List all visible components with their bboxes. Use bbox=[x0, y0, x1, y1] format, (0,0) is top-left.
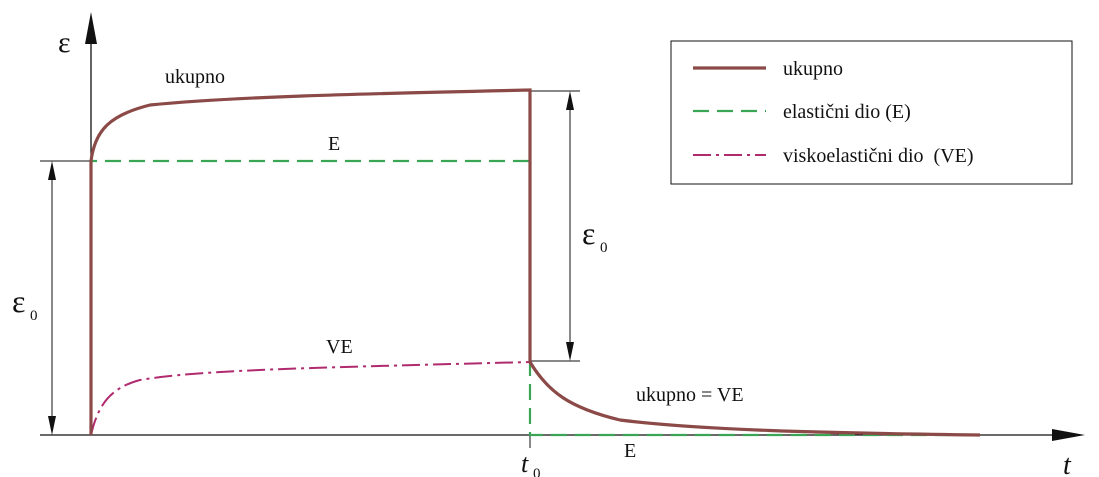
legend-item-total: ukupno bbox=[693, 58, 843, 80]
left-dimension-arrow-down bbox=[48, 416, 56, 435]
right-dimension-symbol: ε bbox=[582, 215, 595, 251]
right-dimension: ε 0 bbox=[530, 90, 608, 362]
total-path-creep bbox=[89, 88, 532, 435]
legend-label-elastic: elastični dio (E) bbox=[783, 101, 911, 123]
label-viscoelastic: VE bbox=[326, 336, 353, 358]
right-dimension-arrow-up bbox=[566, 91, 574, 110]
t0-sub: 0 bbox=[533, 466, 541, 477]
y-axis-symbol: ε bbox=[58, 26, 71, 59]
t0-main: t bbox=[521, 449, 529, 477]
legend-item-viscoelastic: viskoelastični dio (VE) bbox=[693, 145, 974, 167]
label-elastic: E bbox=[328, 133, 340, 155]
total-curve bbox=[89, 88, 981, 437]
left-dimension-sub: 0 bbox=[30, 308, 38, 324]
viscoelastic-curve bbox=[90, 361, 531, 436]
total-path-recovery bbox=[528, 361, 981, 437]
legend-label-viscoelastic: viskoelastični dio (VE) bbox=[783, 145, 974, 167]
viscoelastic-path bbox=[90, 361, 531, 436]
label-total: ukupno bbox=[165, 66, 225, 88]
y-axis-arrow bbox=[85, 12, 97, 44]
left-dimension-arrow-up bbox=[48, 161, 56, 180]
left-dimension-symbol: ε bbox=[12, 283, 25, 319]
label-recovery: ukupno = VE bbox=[636, 384, 744, 406]
elastic-path bbox=[89, 159, 980, 437]
legend-box bbox=[670, 40, 1073, 185]
legend: ukupno elastični dio (E) viskoelastični … bbox=[670, 40, 1073, 185]
legend-label-total: ukupno bbox=[783, 58, 843, 80]
legend-item-elastic: elastični dio (E) bbox=[693, 101, 911, 123]
left-dimension: ε 0 bbox=[12, 160, 91, 435]
right-dimension-sub: 0 bbox=[600, 240, 608, 256]
label-elastic-after: E bbox=[624, 440, 636, 462]
elastic-curve bbox=[89, 159, 980, 437]
x-axis-arrow bbox=[1052, 429, 1085, 441]
t0-label: t 0 bbox=[521, 449, 541, 477]
right-dimension-arrow-down bbox=[566, 342, 574, 361]
x-axis-symbol: t bbox=[1063, 450, 1072, 477]
